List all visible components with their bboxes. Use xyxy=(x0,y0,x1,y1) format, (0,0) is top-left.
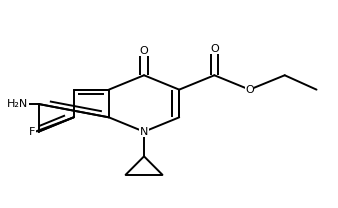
Text: F: F xyxy=(29,127,35,137)
Text: H₂N: H₂N xyxy=(7,99,28,109)
Text: O: O xyxy=(245,85,254,95)
Text: O: O xyxy=(210,44,219,54)
Text: N: N xyxy=(140,127,148,137)
Text: O: O xyxy=(140,46,148,56)
